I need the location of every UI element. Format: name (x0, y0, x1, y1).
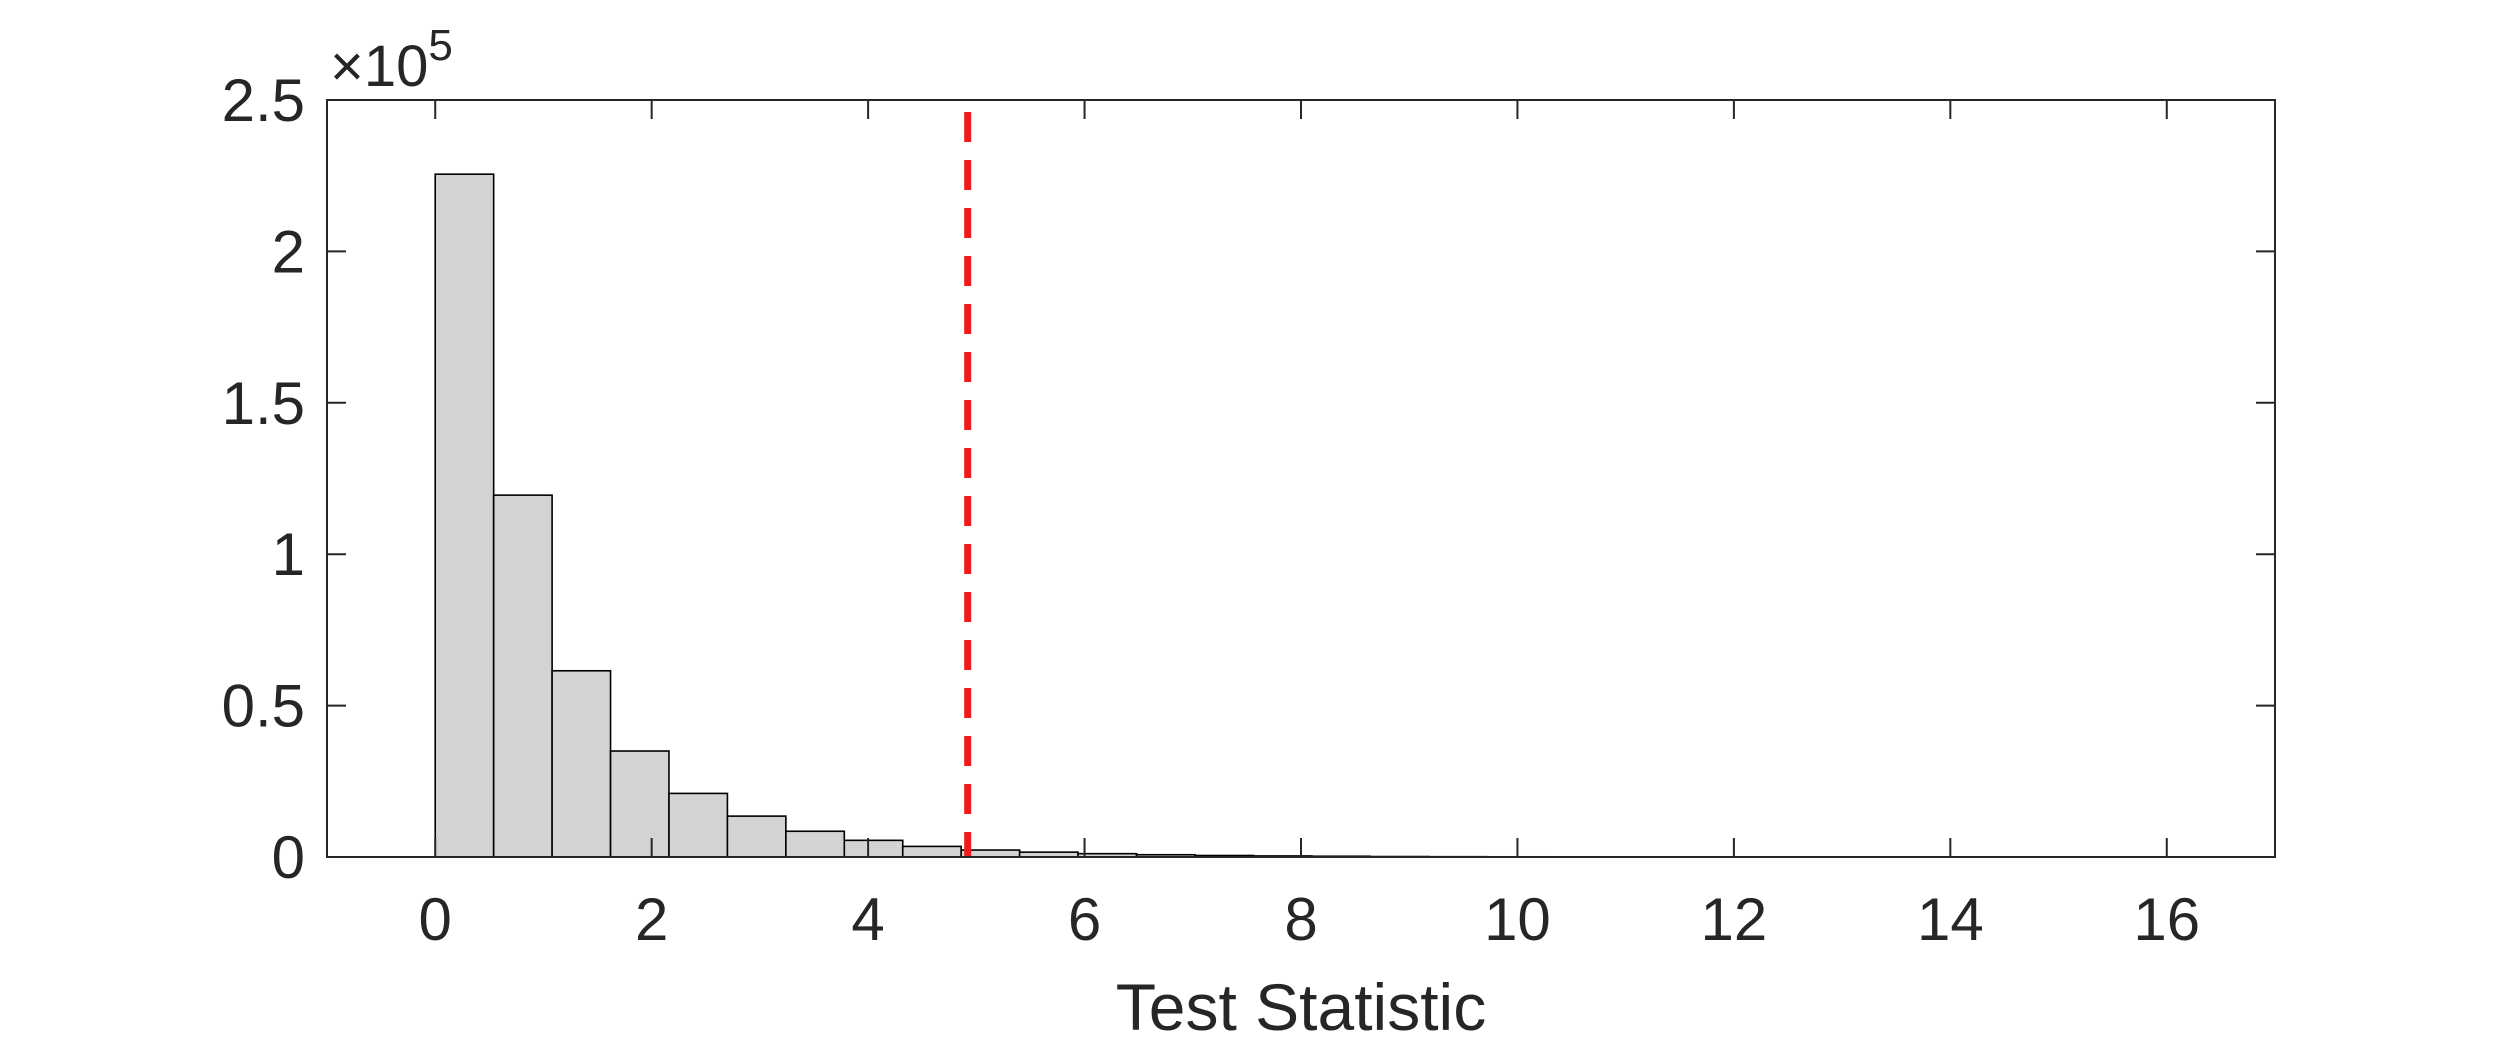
x-tick-label: 12 (1701, 886, 1768, 953)
x-tick-label: 2 (635, 886, 668, 953)
histogram-bar (668, 792, 729, 858)
x-tick-label: 4 (851, 886, 884, 953)
x-tick-label: 0 (419, 886, 452, 953)
x-tick-label: 6 (1068, 886, 1101, 953)
axis-ticks (327, 99, 2275, 858)
x-axis-label: Test Statistic (1116, 970, 1486, 1042)
histogram-bar (609, 750, 670, 858)
x-tick-label: 14 (1917, 886, 1984, 953)
y-tick-label: 0 (272, 824, 305, 891)
y-tick-label: 1.5 (222, 370, 305, 437)
y-tick-label: 2.5 (222, 67, 305, 134)
y-tick-label: 2 (272, 218, 305, 285)
x-tick-label: 16 (2133, 886, 2200, 953)
histogram-bar (492, 494, 553, 858)
histogram-bar (551, 669, 612, 858)
x-axis-tick-labels: 0 2 4 6 8 10 12 14 16 (419, 886, 2201, 953)
y-axis-tick-labels: 0 0.5 1 1.5 2 2.5 (222, 67, 305, 891)
histogram-bar (843, 839, 904, 858)
histogram-bar (726, 815, 787, 858)
histogram-bar (785, 830, 846, 858)
histogram-bar (901, 845, 962, 858)
x-tick-label: 10 (1484, 886, 1551, 953)
y-tick-label: 1 (272, 521, 305, 588)
histogram-bar (434, 173, 495, 858)
y-tick-label: 0.5 (222, 673, 305, 740)
y-axis-multiplier-base: ×10 (330, 34, 428, 99)
y-axis-multiplier: ×105 (330, 21, 453, 99)
histogram-bars (434, 173, 2190, 858)
x-tick-label: 8 (1284, 886, 1317, 953)
y-axis-multiplier-exponent: 5 (428, 21, 452, 70)
